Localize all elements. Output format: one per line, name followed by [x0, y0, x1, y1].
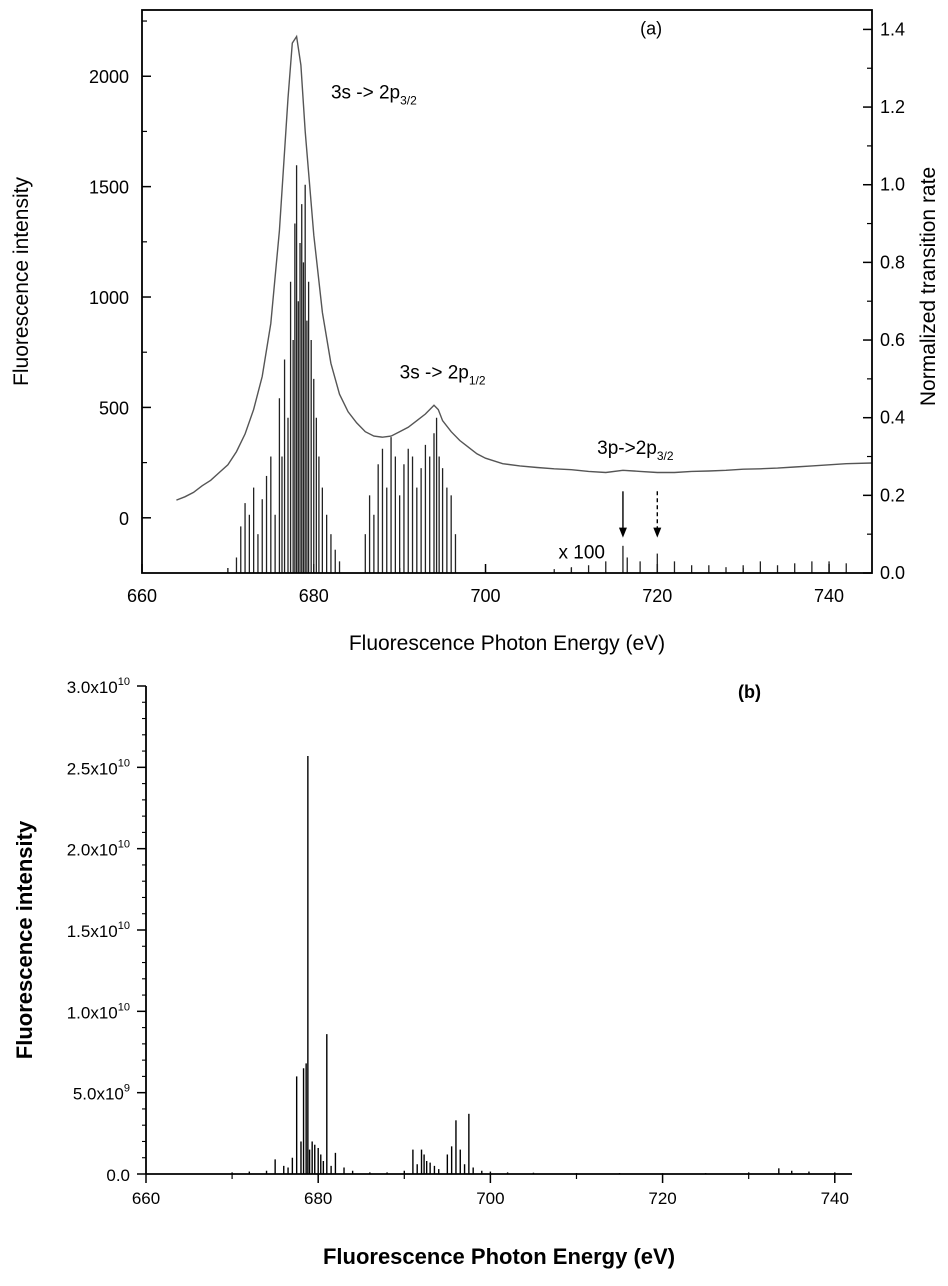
panel-b-y-tick-label: 3.0x1010 [67, 676, 130, 697]
panel-a-ticks: 660 680 700 720 740 0 500 1000 1500 2000 0.0 0.2 0.4… [89, 19, 905, 606]
panel-a-x-tick-label: 660 [127, 586, 157, 606]
panel-b-x-tick-label: 720 [648, 1189, 676, 1208]
panel-b-chart: 660 680 700 720 740 0.0 5.0x109 1.0x1010 1.5x101… [12, 676, 852, 1269]
panel-a-y-axis-label: Fluorescence intensity [10, 177, 33, 386]
annotation-3s-2p32: 3s -> 2p3/2 [331, 82, 417, 107]
panel-a-x-tick-label: 680 [299, 586, 329, 606]
panel-a-right-tick-label: 1.4 [880, 19, 905, 39]
panel-a-plot-frame [141, 9, 873, 574]
panel-a-right-tick-label: 1.2 [880, 97, 905, 117]
panel-b-y-tick-label: 0.0 [106, 1166, 130, 1185]
panel-a-intensity-line [176, 34, 873, 501]
panel-b-x-tick-label: 740 [821, 1189, 849, 1208]
panel-b-ticks: 660 680 700 720 740 0.0 5.0x109 1.0x1010 1.5x101… [67, 676, 849, 1208]
panel-a-arrow-head [653, 527, 662, 538]
panel-a-chart: 660 680 700 720 740 0 500 1000 1500 2000 0.0 0.2 0.4… [10, 9, 940, 655]
panel-a-y-tick-label: 0 [119, 509, 129, 529]
panel-b-x-axis-label: Fluorescence Photon Energy (eV) [323, 1244, 675, 1269]
panel-a-x-tick-label: 720 [642, 586, 672, 606]
panel-a-label: (a) [640, 18, 662, 38]
panel-b-x-tick-label: 700 [476, 1189, 504, 1208]
panel-a-right-tick-label: 0.0 [880, 563, 905, 583]
panel-b-y-tick-label: 2.5x1010 [67, 757, 130, 778]
panel-a-x-axis-label: Fluorescence Photon Energy (eV) [349, 632, 665, 655]
panel-b-label: (b) [738, 682, 761, 702]
panel-a-right-tick-label: 0.4 [880, 408, 905, 428]
annotation-3s-2p12: 3s -> 2p1/2 [400, 363, 486, 388]
panel-a-y-tick-label: 1000 [89, 288, 129, 308]
panel-a-right-tick-label: 0.8 [880, 252, 905, 272]
panel-a-right-y-axis-label: Normalized transition rate [917, 167, 940, 406]
panel-a-transition-sticks [235, 165, 847, 573]
panel-a-right-tick-label: 0.2 [880, 485, 905, 505]
panel-b-y-tick-label: 2.0x1010 [67, 839, 130, 860]
panel-a-x-tick-label: 700 [471, 586, 501, 606]
panel-b-y-tick-label: 5.0x109 [73, 1083, 130, 1104]
panel-b-y-axis-label: Fluorescence intensity [12, 820, 37, 1059]
panel-b-y-tick-label: 1.0x1010 [67, 1001, 130, 1022]
panel-b-y-tick-label: 1.5x1010 [67, 920, 130, 941]
panel-a-arrows [618, 491, 662, 538]
panel-a-arrow-head [618, 527, 627, 538]
panel-a-right-tick-label: 1.0 [880, 175, 905, 195]
panel-a-y-tick-label: 2000 [89, 67, 129, 87]
panel-a-y-tick-label: 500 [99, 398, 129, 418]
panel-b-intensity-sticks [231, 755, 836, 1174]
annotation-x100: x 100 [559, 543, 605, 564]
panel-a-right-tick-label: 0.6 [880, 330, 905, 350]
annotation-3p-2p32: 3p->2p3/2 [597, 438, 674, 463]
panel-a-y-tick-label: 1500 [89, 178, 129, 198]
panel-b-x-tick-label: 680 [304, 1189, 332, 1208]
panel-a-x-tick-label: 740 [814, 586, 844, 606]
panel-b-x-tick-label: 660 [132, 1189, 160, 1208]
